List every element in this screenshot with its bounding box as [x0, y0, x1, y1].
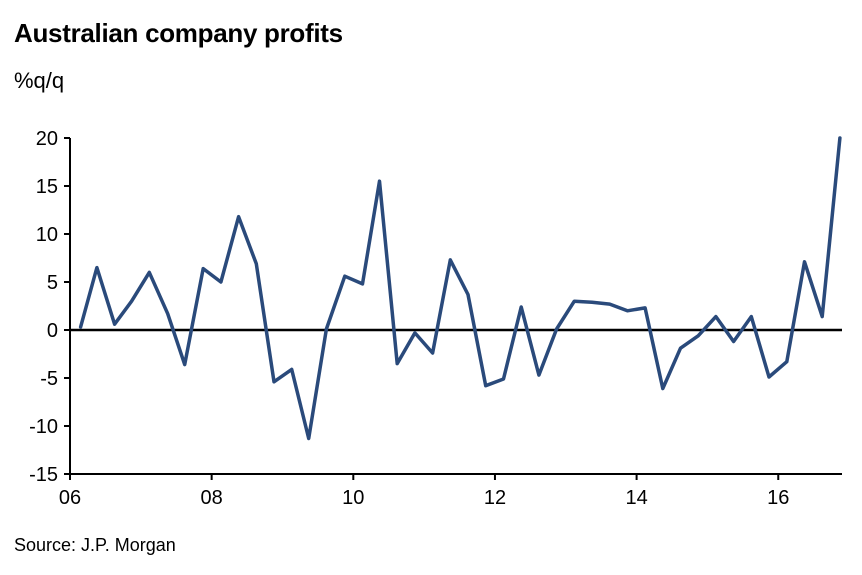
chart-title: Australian company profits — [14, 18, 343, 48]
x-tick-label: 16 — [767, 487, 789, 509]
x-tick-label: 12 — [484, 487, 506, 509]
unit-label: %q/q — [14, 68, 65, 93]
y-tick-label: -15 — [29, 464, 58, 486]
y-tick-label: -10 — [29, 416, 58, 438]
y-tick-label: 20 — [36, 128, 58, 150]
x-tick-label: 06 — [59, 487, 81, 509]
y-tick-label: 5 — [47, 272, 58, 294]
y-tick-label: 0 — [47, 320, 58, 342]
y-tick-label: 15 — [36, 176, 58, 198]
x-tick-label: 08 — [201, 487, 223, 509]
x-tick-label: 14 — [625, 487, 647, 509]
y-tick-label: -5 — [40, 368, 58, 390]
x-tick-label: 10 — [342, 487, 364, 509]
series-line — [78, 136, 842, 441]
y-tick-label: 10 — [36, 224, 58, 246]
source-note: Source: J.P. Morgan — [14, 535, 176, 555]
